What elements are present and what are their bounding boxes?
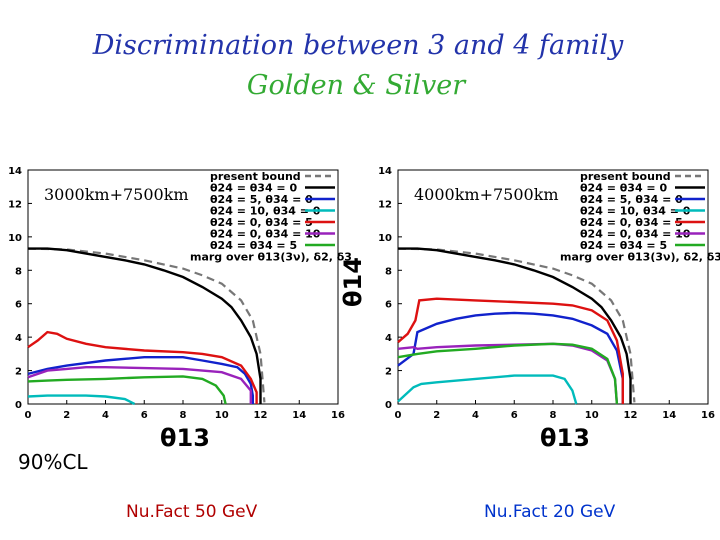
y-tick-label: 14 xyxy=(378,166,392,177)
legend-label-2: θ24 = 5, θ34 = 0 xyxy=(210,193,313,206)
x-tick-label: 12 xyxy=(624,410,638,421)
y-tick-label: 10 xyxy=(378,233,392,244)
x-axis-label-left: θ13 xyxy=(160,424,210,452)
confidence-level-label: 90%CL xyxy=(18,450,88,474)
series-line-6 xyxy=(397,342,619,405)
series-line-2 xyxy=(397,311,624,404)
y-tick-label: 0 xyxy=(385,400,392,411)
chart-svg: 0 2 4 6 8 10 12 14 16 0 2 4 6 8 10 12 14 4000km+7500km pre… xyxy=(378,166,720,421)
y-tick-label: 8 xyxy=(15,266,22,277)
series-line-4 xyxy=(27,330,258,404)
legend-label-4: θ24 = 0, θ34 = 5 xyxy=(210,216,313,229)
y-tick-label: 4 xyxy=(15,333,22,344)
y-tick-label: 4 xyxy=(385,333,392,344)
slide-subtitle: Golden & Silver xyxy=(246,70,466,101)
x-tick-label: 8 xyxy=(180,410,187,421)
legend-label-5: θ24 = 0, θ34 = 10 xyxy=(580,228,691,241)
caption-left: Nu.Fact 50 GeV xyxy=(126,502,258,522)
y-tick-label: 6 xyxy=(15,300,22,311)
legend-label-3: θ24 = 10, θ34 = 0 xyxy=(580,205,691,218)
x-tick-label: 2 xyxy=(63,410,70,421)
y-axis-label: θ14 xyxy=(338,257,367,307)
legend-label-3: θ24 = 10, θ34 = 0 xyxy=(210,205,321,218)
x-tick-label: 10 xyxy=(585,410,599,421)
legend-label-4: θ24 = 0, θ34 = 5 xyxy=(580,216,683,229)
x-tick-label: 10 xyxy=(215,410,229,421)
chart-svg: 0 2 4 6 8 10 12 14 16 0 2 4 6 8 10 12 14 3000km+7500km pre… xyxy=(8,166,352,421)
slide-title: Discrimination between 3 and 4 family xyxy=(92,30,624,61)
x-tick-label: 16 xyxy=(701,410,715,421)
legend-label-1: θ24 = θ34 = 0 xyxy=(210,182,297,195)
chart-right: 0 2 4 6 8 10 12 14 16 0 2 4 6 8 10 12 14 4000km+7500km pre… xyxy=(370,148,720,421)
x-tick-label: 4 xyxy=(102,410,109,421)
series-line-6 xyxy=(27,375,227,405)
legend-label-1: θ24 = θ34 = 0 xyxy=(580,182,667,195)
marg-label: marg over θ13(3ν), δ2, δ3 xyxy=(190,251,352,264)
marg-label: marg over θ13(3ν), δ2, δ3 xyxy=(560,251,720,264)
x-tick-label: 4 xyxy=(472,410,479,421)
series-line-2 xyxy=(27,356,254,404)
x-tick-label: 16 xyxy=(331,410,345,421)
x-tick-label: 6 xyxy=(511,410,518,421)
series-line-1 xyxy=(28,247,262,404)
y-tick-label: 14 xyxy=(8,166,22,177)
caption-right: Nu.Fact 20 GeV xyxy=(484,502,616,522)
legend-label-0: present bound xyxy=(580,170,671,183)
x-axis-label-right: θ13 xyxy=(540,424,590,452)
legend-label-2: θ24 = 5, θ34 = 0 xyxy=(580,193,683,206)
legend-label-0: present bound xyxy=(210,170,301,183)
x-tick-label: 14 xyxy=(662,410,676,421)
series-line-1 xyxy=(398,247,632,404)
legend-label-6: θ24 = θ34 = 5 xyxy=(580,239,667,252)
series-line-3 xyxy=(397,374,578,405)
x-tick-label: 2 xyxy=(433,410,440,421)
baseline-annotation: 3000km+7500km xyxy=(44,185,189,204)
y-tick-label: 12 xyxy=(378,199,392,210)
x-tick-label: 8 xyxy=(550,410,557,421)
y-tick-label: 6 xyxy=(385,300,392,311)
chart-left: 0 2 4 6 8 10 12 14 16 0 2 4 6 8 10 12 14 3000km+7500km pre… xyxy=(0,148,352,421)
plot-frame xyxy=(397,169,709,405)
y-tick-label: 8 xyxy=(385,266,392,277)
x-tick-label: 14 xyxy=(292,410,306,421)
series-line-4 xyxy=(397,297,624,404)
x-tick-label: 6 xyxy=(141,410,148,421)
y-tick-label: 2 xyxy=(15,367,22,378)
baseline-annotation: 4000km+7500km xyxy=(414,185,559,204)
y-tick-label: 0 xyxy=(15,400,22,411)
legend-label-6: θ24 = θ34 = 5 xyxy=(210,239,297,252)
x-tick-label: 0 xyxy=(25,410,32,421)
series-line-3 xyxy=(27,394,136,406)
y-tick-label: 12 xyxy=(8,199,22,210)
series-line-5 xyxy=(27,366,252,404)
legend-label-5: θ24 = 0, θ34 = 10 xyxy=(210,228,321,241)
y-tick-label: 10 xyxy=(8,233,22,244)
x-tick-label: 12 xyxy=(254,410,268,421)
y-tick-label: 2 xyxy=(385,367,392,378)
x-tick-label: 0 xyxy=(395,410,402,421)
